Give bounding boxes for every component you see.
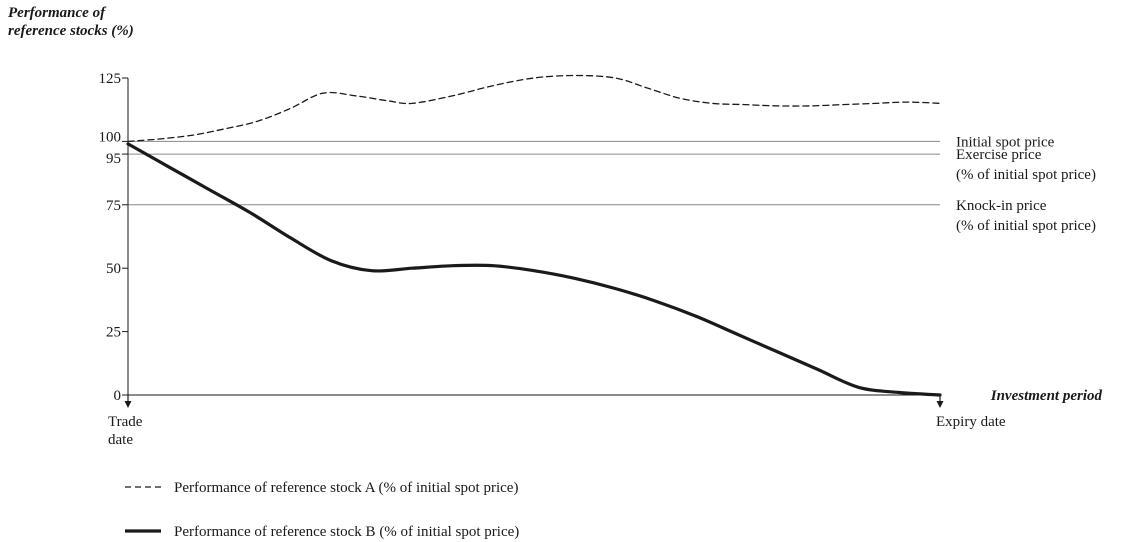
down-arrow-icon [124,401,132,408]
axes: 0 25 50 75 95 100 125 Investment period Trade dat… [99,71,1103,448]
y-tick-label: 0 [114,388,122,404]
down-arrow-icon [936,401,944,408]
y-tick-label: 50 [106,261,121,277]
y-axis-title-line: reference stocks (%) [8,23,134,39]
x-axis-title: Investment period [990,388,1103,404]
reference-line-label: (% of initial spot price) [956,218,1096,234]
reference-line-label: Knock-in price [956,198,1047,214]
y-tick-label: 125 [99,71,122,87]
legend-label-stock-a: Performance of reference stock A (% of i… [174,480,518,496]
series-lines [126,74,942,397]
y-axis-title: Performance of reference stocks (%) [8,5,134,39]
legend: Performance of reference stock A (% of i… [125,480,519,540]
reference-line-label: Exercise price [956,147,1042,163]
date-marker-label: Expiry date [936,414,1006,430]
date-marker-label: date [108,432,133,448]
y-tick-label: 75 [106,198,121,214]
series-line-stock-a [127,74,941,143]
reference-line-label: (% of initial spot price) [956,167,1096,183]
y-tick-label: 25 [106,325,121,341]
y-tick-label: 100 [99,129,122,145]
legend-label-stock-b: Performance of reference stock B (% of i… [174,524,519,540]
reference-line-label: Initial spot price [956,134,1055,150]
y-axis-title-line: Performance of [8,5,107,21]
date-marker-label: Trade [108,414,143,430]
y-tick-label: 95 [106,151,121,167]
series-line-stock-b [126,142,942,397]
